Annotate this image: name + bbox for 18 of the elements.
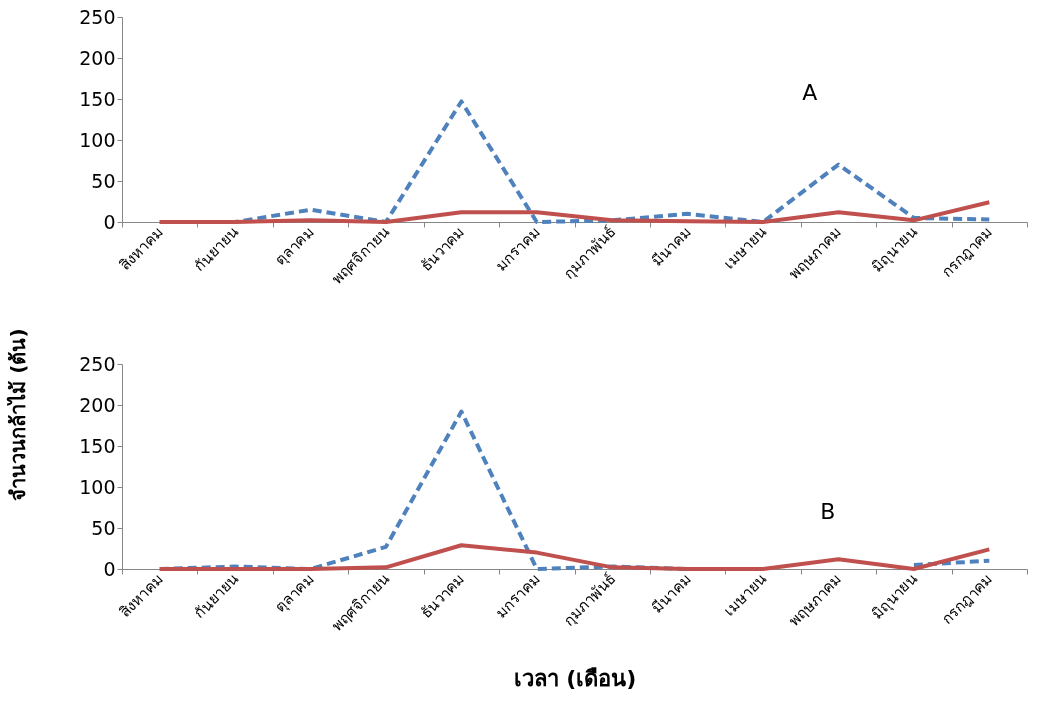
y-tick-label: 150 xyxy=(79,87,116,110)
y-tick-label: 50 xyxy=(91,169,116,192)
y-tick-label: 200 xyxy=(79,46,116,69)
y-tick-label: 250 xyxy=(79,5,116,28)
y-tick-label: 200 xyxy=(79,393,116,416)
line-series xyxy=(157,543,992,571)
y-tick-label: 150 xyxy=(79,434,116,457)
annotation: B xyxy=(820,498,836,524)
y-axis-title: จำนวนกล้าไม้ (ต้น) xyxy=(6,328,31,501)
line-series xyxy=(157,200,992,224)
y-tick-label: 250 xyxy=(79,352,116,375)
y-tick-label: 0 xyxy=(103,557,116,580)
y-tick-label: 0 xyxy=(103,210,116,233)
y-tick-label: 50 xyxy=(91,516,116,539)
y-tick-label: 100 xyxy=(79,475,116,498)
x-axis-title: เวลา (เดือน) xyxy=(513,666,637,692)
y-tick-label: 100 xyxy=(79,128,116,151)
annotation: A xyxy=(802,79,818,105)
